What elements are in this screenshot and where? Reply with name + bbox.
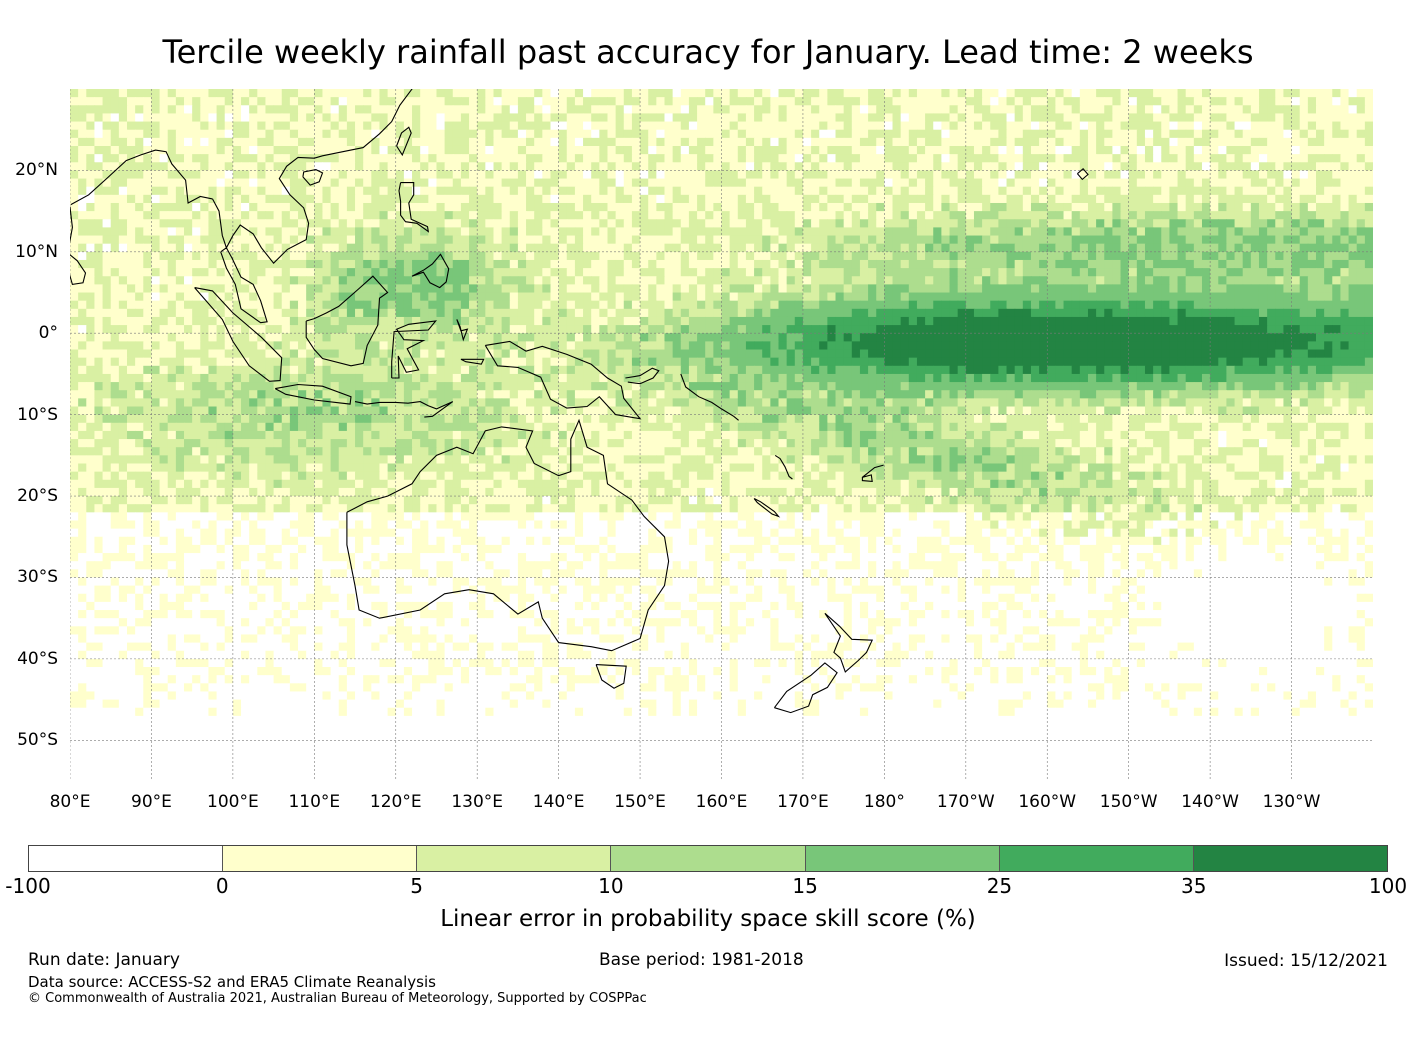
hawaii-coastline — [1076, 168, 1089, 181]
new-caledonia-coastline — [753, 498, 781, 518]
colorbar-tick-label: 35 — [1180, 874, 1207, 898]
malay-peninsula-coastline — [220, 246, 268, 324]
hainan-coastline — [302, 169, 324, 186]
longitude-label: 140°E — [532, 792, 585, 812]
new-britain-coastline — [625, 367, 660, 385]
bay-of-bengal-coastline — [70, 149, 213, 206]
longitude-label: 130°E — [451, 792, 504, 812]
longitude-label: 160°W — [1018, 792, 1077, 812]
latitude-label: 40°S — [17, 648, 58, 669]
graticule-layer — [70, 89, 1373, 781]
longitude-label: 160°E — [695, 792, 748, 812]
colorbar-segment — [999, 846, 1194, 871]
map-canvas — [70, 89, 1373, 781]
issued-date: Issued: 15/12/2021 — [1224, 951, 1388, 971]
coastline-layer — [70, 89, 1089, 714]
latitude-label: 10°N — [15, 241, 58, 262]
colorbar-tick-label: -100 — [5, 874, 51, 898]
colorbar-segment — [29, 846, 224, 871]
longitude-label: 80°E — [49, 792, 91, 812]
colorbar-segment — [1193, 846, 1387, 871]
luzon-coastline — [398, 182, 430, 233]
fiji-coastline — [861, 464, 884, 483]
longitude-label: 140°W — [1181, 792, 1239, 812]
colorbar-label: Linear error in probability space skill … — [440, 906, 976, 932]
skill-field-layer — [70, 89, 1373, 781]
borneo-coastline — [305, 275, 389, 367]
longitude-label: 180° — [863, 792, 905, 812]
mindanao-coastline — [411, 253, 450, 289]
latitude-label: 50°S — [17, 730, 58, 751]
colorbar-segment — [805, 846, 1000, 871]
longitude-label: 170°E — [777, 792, 829, 812]
latitude-label: 30°S — [17, 567, 58, 588]
run-date: Run date: January — [28, 950, 180, 970]
solomon-coastline — [680, 373, 739, 421]
data-source: Data source: ACCESS-S2 and ERA5 Climate … — [28, 973, 436, 991]
base-period: Base period: 1981-2018 — [599, 950, 804, 970]
colorbar-tick-label: 5 — [410, 874, 423, 898]
latitude-label: 0° — [38, 323, 58, 344]
sri-lanka-coastline — [70, 254, 87, 286]
longitude-label: 100°E — [207, 792, 259, 812]
colorbar-tick-label: 100 — [1368, 874, 1408, 898]
new-guinea-coastline — [484, 340, 642, 420]
sulawesi-coastline — [391, 320, 437, 379]
skill-score-map — [70, 89, 1373, 781]
longitude-label: 150°E — [614, 792, 666, 812]
colorbar-tick-label: 25 — [986, 874, 1013, 898]
copyright: © Commonwealth of Australia 2021, Austra… — [28, 991, 647, 1006]
colorbar-segment — [223, 846, 418, 871]
new-zealand-north-coastline — [824, 612, 874, 673]
longitude-label: 150°W — [1099, 792, 1158, 812]
latitude-label: 10°S — [17, 404, 58, 425]
map-title: Tercile weekly rainfall past accuracy fo… — [162, 33, 1254, 71]
latitude-label: 20°S — [17, 486, 58, 507]
longitude-label: 120°E — [369, 792, 422, 812]
longitude-label: 170°W — [936, 792, 995, 812]
colorbar — [28, 845, 1388, 872]
new-zealand-south-coastline — [773, 662, 838, 714]
colorbar-tick-label: 10 — [598, 874, 624, 898]
australia-coastline — [346, 418, 670, 652]
sumatra-coastline — [194, 287, 283, 382]
colorbar-segment — [417, 846, 612, 871]
colorbar-segment — [611, 846, 806, 871]
halmahera-coastline — [456, 319, 469, 342]
colorbar-tick-label: 0 — [215, 874, 229, 898]
longitude-label: 90°E — [131, 792, 172, 812]
latitude-label: 20°N — [15, 160, 58, 181]
vanuatu-coastline — [774, 454, 793, 480]
taiwan-coastline — [396, 126, 412, 157]
lesser-sunda-coastline — [354, 401, 454, 418]
colorbar-tick-label: 15 — [792, 874, 818, 898]
java-coastline — [274, 383, 352, 405]
tasmania-coastline — [595, 664, 627, 689]
seram-coastline — [460, 358, 485, 365]
longitude-label: 130°W — [1262, 792, 1321, 812]
indochina-coastline — [212, 89, 413, 265]
longitude-label: 110°E — [288, 792, 341, 812]
